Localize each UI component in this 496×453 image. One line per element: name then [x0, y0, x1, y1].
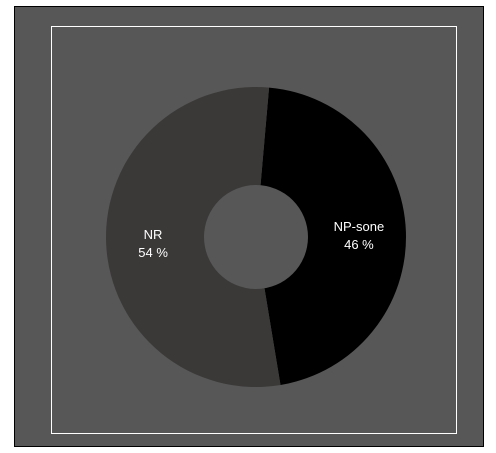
slice-np-sone: [256, 87, 407, 385]
donut-hole: [204, 185, 308, 289]
slice-labels: NP-sone 46 % NR 54 %: [138, 219, 384, 260]
slice-category-label: NR: [144, 227, 163, 242]
plot-area-border: [51, 26, 457, 434]
donut-slices: [106, 86, 407, 388]
slice-value-label: 54 %: [138, 245, 168, 260]
slice-category-label: NP-sone: [334, 219, 385, 234]
slice-nr: [106, 86, 281, 388]
donut-chart: NP-sone 46 % NR 54 %: [106, 86, 407, 388]
chart-frame: NP-sone 46 % NR 54 %: [14, 6, 484, 447]
slice-value-label: 46 %: [344, 237, 374, 252]
